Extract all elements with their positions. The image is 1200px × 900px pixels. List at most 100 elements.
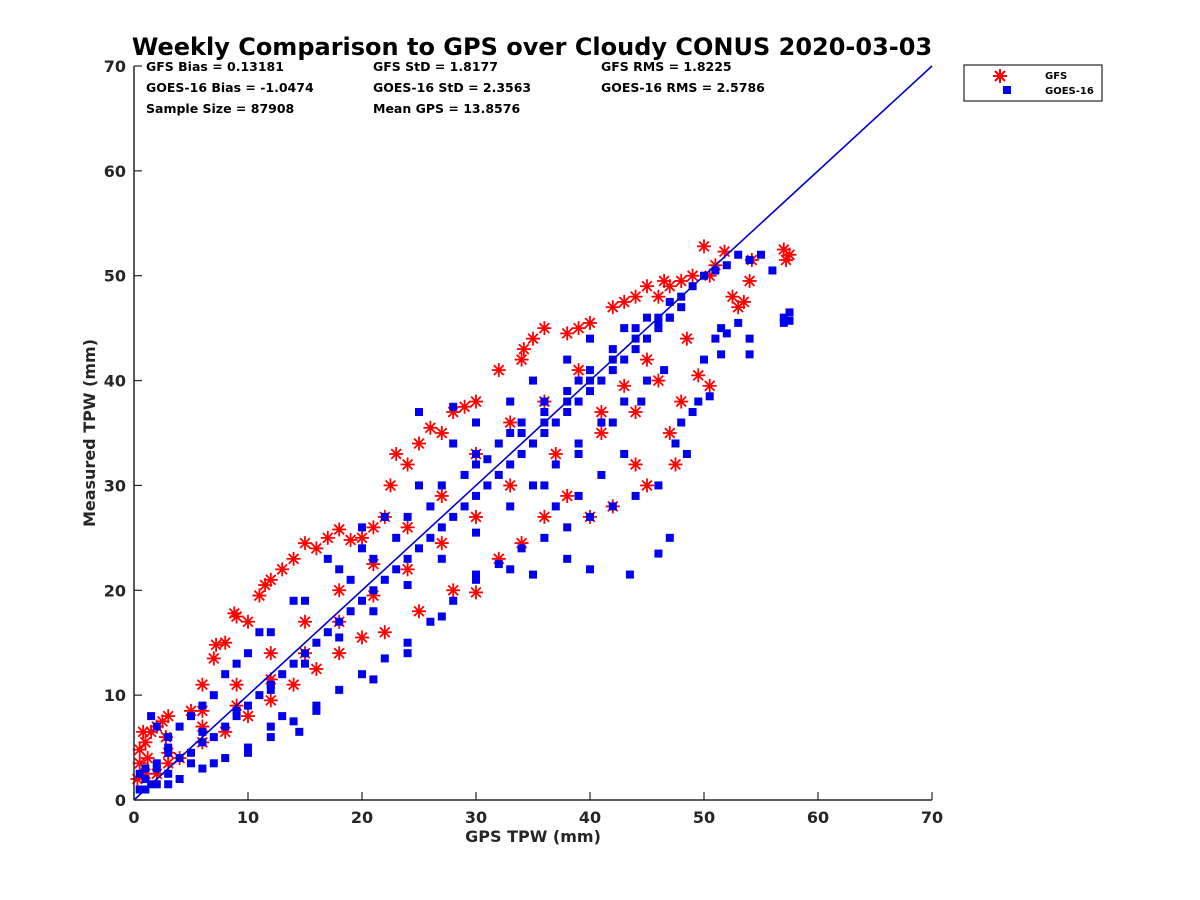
stat-mean-gps: Mean GPS = 13.8576: [373, 101, 520, 116]
goes16-point: [335, 633, 344, 642]
gfs-point: [229, 609, 244, 624]
y-tick-label: 20: [104, 581, 126, 600]
stat-gfs-rms: GFS RMS = 1.8225: [601, 59, 732, 74]
x-tick-label: 60: [807, 808, 829, 827]
goes16-point: [722, 261, 731, 270]
goes16-point: [643, 334, 651, 343]
goes16-point: [164, 780, 173, 789]
gfs-point: [275, 562, 290, 577]
y-tick-label: 70: [104, 57, 126, 76]
goes16-point: [415, 544, 423, 553]
goes16-point: [152, 722, 161, 731]
goes16-point: [472, 528, 480, 537]
goes16-point: [369, 586, 378, 595]
gfs-point: [320, 530, 335, 545]
gfs-point: [286, 551, 301, 566]
goes16-point: [665, 533, 674, 542]
goes16-point: [472, 575, 480, 584]
gfs-point: [383, 478, 398, 493]
goes16-point: [540, 408, 549, 417]
gfs-point: [434, 488, 449, 503]
gfs-point: [218, 635, 233, 650]
goes16-point: [608, 366, 617, 375]
goes16-point: [586, 366, 594, 375]
goes16-point: [175, 775, 184, 784]
goes16-point: [540, 481, 549, 490]
goes16-point: [221, 722, 230, 731]
goes16-point: [266, 628, 275, 637]
goes16-point: [472, 460, 480, 469]
y-tick-label: 10: [104, 686, 126, 705]
x-tick-label: 50: [693, 808, 715, 827]
one-to-one-reference-line: [133, 65, 933, 801]
goes16-point: [209, 691, 218, 700]
gfs-point: [263, 646, 278, 661]
goes16-point: [358, 544, 366, 553]
goes16-point: [369, 675, 378, 684]
gfs-point: [503, 415, 518, 430]
goes16-point: [221, 754, 230, 763]
goes16-point: [164, 748, 173, 757]
gfs-point: [691, 368, 706, 383]
goes16-point: [597, 376, 606, 385]
goes16-point: [608, 345, 617, 354]
y-tick-label: 60: [104, 162, 126, 181]
goes16-point: [529, 376, 537, 385]
goes16-point: [586, 334, 594, 343]
goes16-point: [643, 376, 651, 385]
goes16-point: [785, 316, 794, 325]
goes16-point: [745, 334, 754, 343]
goes16-point: [677, 418, 686, 427]
legend-box: [963, 64, 1103, 102]
goes16-point: [221, 670, 230, 679]
goes16-point: [506, 565, 515, 574]
y-tick-label: 50: [104, 267, 126, 286]
goes16-point: [643, 313, 651, 322]
goes16-point: [278, 712, 287, 721]
goes16-point: [574, 397, 583, 406]
goes16-point: [312, 706, 321, 715]
goes16-point: [152, 764, 161, 773]
gfs-point: [206, 651, 221, 666]
goes16-point: [563, 408, 572, 417]
goes16-point: [682, 449, 691, 458]
goes16-point: [517, 429, 526, 437]
gfs-point: [668, 457, 683, 472]
goes16-point: [135, 769, 144, 778]
gfs-point: [560, 326, 575, 341]
legend: GFS GOES-16: [963, 64, 1103, 102]
goes16-point: [187, 748, 195, 757]
goes16-point: [358, 523, 366, 532]
goes16-point: [472, 570, 480, 579]
goes16-point: [631, 491, 640, 500]
goes16-point: [540, 397, 549, 406]
goes16-point: [289, 717, 298, 726]
goes16-point: [164, 769, 173, 778]
goes16-point: [187, 759, 195, 768]
goes16-point: [403, 554, 412, 563]
goes16-point: [255, 628, 264, 637]
gfs-point: [298, 614, 312, 629]
gfs-point: [400, 520, 415, 535]
goes16-point: [232, 706, 241, 715]
stat-gfs-std: GFS StD = 1.8177: [373, 59, 498, 74]
goes16-point: [358, 670, 366, 679]
goes16-point: [312, 701, 321, 710]
gfs-point: [674, 394, 689, 409]
goes16-point: [301, 659, 309, 668]
gfs-series: [130, 239, 797, 787]
goes16-point: [768, 266, 777, 275]
legend-gfs-marker-icon: [993, 69, 1007, 83]
gfs-point: [366, 520, 381, 535]
gfs-point: [298, 536, 312, 551]
goes16-point: [403, 581, 412, 590]
goes16-point: [574, 439, 583, 448]
goes16-point: [323, 628, 332, 637]
stat-sample-size: Sample Size = 87908: [146, 101, 294, 116]
goes16-point: [631, 345, 640, 354]
goes16-point: [779, 318, 788, 327]
goes16-point: [483, 481, 492, 490]
goes16-point: [574, 376, 583, 385]
gfs-point: [469, 585, 483, 600]
gfs-point: [594, 405, 609, 420]
